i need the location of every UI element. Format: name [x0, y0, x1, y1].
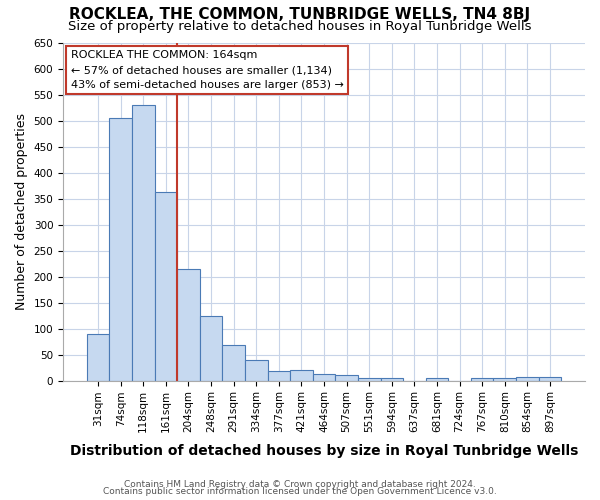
Bar [87, 334, 109, 380]
Text: ROCKLEA THE COMMON: 164sqm
← 57% of detached houses are smaller (1,134)
43% of s: ROCKLEA THE COMMON: 164sqm ← 57% of deta… [71, 50, 344, 90]
Bar [109, 118, 132, 380]
Bar [155, 192, 177, 380]
Bar [177, 269, 200, 380]
Bar [516, 378, 539, 380]
Bar [358, 378, 380, 380]
Bar [313, 374, 335, 380]
Bar [539, 378, 561, 380]
Bar [223, 345, 245, 380]
Bar [132, 106, 155, 380]
Bar [268, 371, 290, 380]
Bar [425, 378, 448, 380]
Bar [380, 378, 403, 380]
Bar [335, 376, 358, 380]
Bar [471, 378, 493, 380]
Bar [290, 370, 313, 380]
Text: Size of property relative to detached houses in Royal Tunbridge Wells: Size of property relative to detached ho… [68, 20, 532, 33]
Text: Contains HM Land Registry data © Crown copyright and database right 2024.: Contains HM Land Registry data © Crown c… [124, 480, 476, 489]
Bar [200, 316, 223, 380]
Text: Contains public sector information licensed under the Open Government Licence v3: Contains public sector information licen… [103, 488, 497, 496]
Bar [493, 378, 516, 380]
Y-axis label: Number of detached properties: Number of detached properties [15, 114, 28, 310]
Bar [245, 360, 268, 380]
X-axis label: Distribution of detached houses by size in Royal Tunbridge Wells: Distribution of detached houses by size … [70, 444, 578, 458]
Text: ROCKLEA, THE COMMON, TUNBRIDGE WELLS, TN4 8BJ: ROCKLEA, THE COMMON, TUNBRIDGE WELLS, TN… [70, 8, 530, 22]
